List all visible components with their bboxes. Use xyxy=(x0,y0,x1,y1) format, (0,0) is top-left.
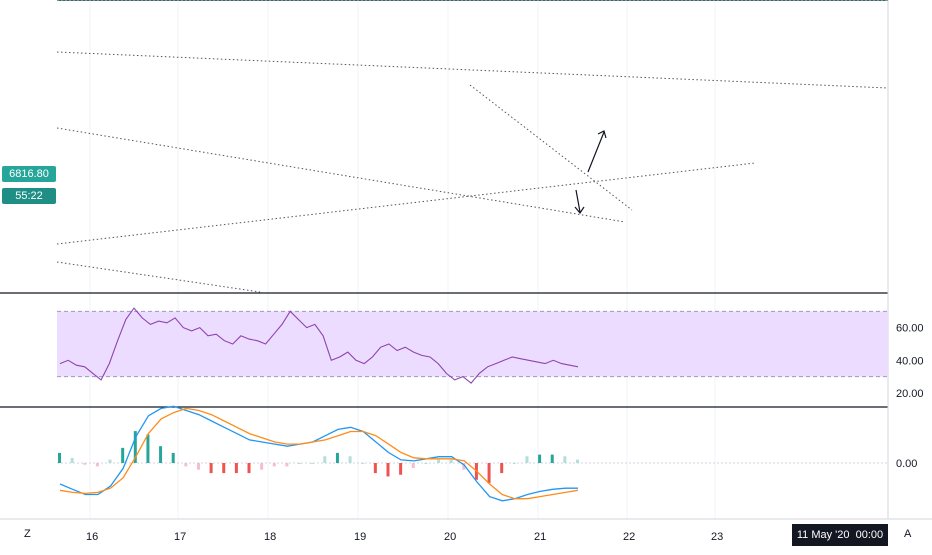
macd-histogram-bar xyxy=(133,431,137,463)
countdown-value: 55:22 xyxy=(15,190,43,202)
macd-histogram-bar xyxy=(449,459,453,463)
macd-histogram-bar xyxy=(373,463,377,474)
rsi-line xyxy=(59,307,579,384)
macd-tick-label: 0.00 xyxy=(896,458,917,470)
rsi-tick-label: 20.00 xyxy=(896,388,924,400)
time-tick-label: 19 xyxy=(354,531,366,543)
macd-histogram-bar xyxy=(272,463,276,467)
macd-line xyxy=(59,405,578,502)
macd-histogram-bar xyxy=(196,463,200,470)
macd-histogram-bar xyxy=(285,463,289,467)
time-tick-label: 22 xyxy=(623,531,635,543)
macd-histogram-bar xyxy=(323,456,327,463)
macd-histogram-bar xyxy=(58,452,61,463)
time-tick-label: 16 xyxy=(86,531,98,543)
arrow-down-icon xyxy=(574,189,585,215)
macd-histogram-bar xyxy=(500,463,504,474)
macd-histogram-bar xyxy=(108,459,112,463)
macd-histogram-bar xyxy=(538,454,542,463)
rsi-band xyxy=(57,311,888,377)
macd-histogram-bar xyxy=(424,463,428,464)
macd-histogram-bar xyxy=(184,463,188,467)
crosshair-date-label: 11 May '20 00:00 xyxy=(792,524,888,546)
macd-histogram-bar xyxy=(310,463,314,464)
price-tick-label: 7400.00 xyxy=(4,0,44,3)
macd-histogram-bar xyxy=(260,463,264,470)
macd-histogram-bar xyxy=(563,456,567,463)
macd-histogram-bar xyxy=(399,463,403,475)
macd-histogram-bar xyxy=(70,457,74,463)
signal-line xyxy=(59,407,579,500)
macd-histogram-bar xyxy=(348,456,352,463)
log-scale-toggle[interactable]: Z xyxy=(24,528,31,540)
macd-histogram-bar xyxy=(411,463,415,469)
macd-histogram-bar xyxy=(234,463,238,474)
last-price-value: 6816.80 xyxy=(9,168,49,180)
macd-histogram-bar xyxy=(550,454,554,463)
macd-histogram-bar xyxy=(462,463,466,470)
macd-histogram-bar xyxy=(576,459,579,463)
macd-histogram-bar xyxy=(146,434,150,463)
time-tick-label: 21 xyxy=(534,531,546,543)
price-tick-label: 6600.00 xyxy=(4,0,44,3)
macd-histogram-bar xyxy=(335,452,339,463)
macd-histogram-bar xyxy=(487,463,491,484)
date-label: 11 May '20 xyxy=(796,529,850,541)
macd-histogram-bar xyxy=(298,463,302,464)
time-tick-label: 20 xyxy=(444,531,456,543)
time-label: 00:00 xyxy=(855,529,884,541)
trendline xyxy=(56,162,756,245)
macd-histogram-bar xyxy=(121,447,125,463)
rsi-tick-label: 60.00 xyxy=(896,323,924,335)
macd-histogram-bar xyxy=(222,463,226,474)
time-tick-label: 23 xyxy=(711,531,723,543)
last-price-badge: 6816.80 xyxy=(2,166,56,182)
auto-scale-toggle[interactable]: A xyxy=(904,528,912,540)
macd-histogram-bar xyxy=(159,446,163,463)
time-tick-label: 17 xyxy=(174,531,186,543)
macd-histogram-bar xyxy=(512,463,516,464)
price-tick-label: 6400.00 xyxy=(4,0,44,3)
rsi-tick-label: 40.00 xyxy=(896,355,924,367)
macd-histogram-bar xyxy=(95,463,99,467)
macd-histogram-bar xyxy=(437,459,441,463)
macd-histogram-bar xyxy=(83,463,87,465)
trendline xyxy=(56,51,889,89)
macd-histogram-bar xyxy=(386,463,390,477)
arrow-up-icon xyxy=(587,130,607,173)
macd-histogram-bar xyxy=(361,463,365,464)
macd-histogram-bar xyxy=(247,463,251,474)
price-tick-label: 7200.00 xyxy=(4,0,44,3)
macd-histogram-bar xyxy=(525,456,529,463)
macd-histogram-bar xyxy=(171,452,175,463)
macd-histogram-bar xyxy=(209,463,213,474)
countdown-badge: 55:22 xyxy=(2,188,56,204)
price-tick-label: 7000.00 xyxy=(4,0,44,3)
time-tick-label: 18 xyxy=(264,531,276,543)
